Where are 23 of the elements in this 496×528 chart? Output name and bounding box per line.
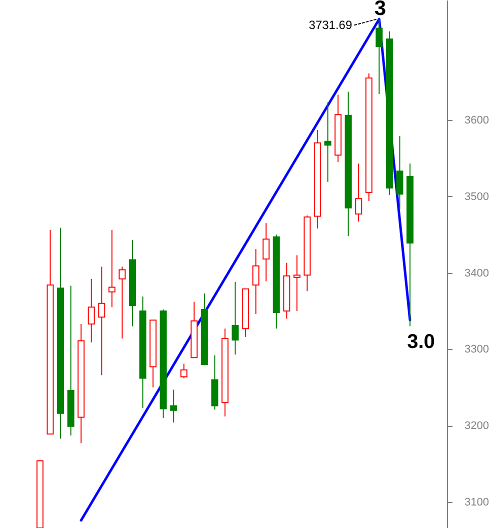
candlestick — [396, 136, 404, 210]
candlestick — [376, 18, 383, 94]
candlestick — [88, 278, 95, 343]
candlestick — [262, 222, 270, 282]
annotation: 3.0 — [407, 331, 435, 354]
candlestick — [170, 389, 178, 424]
y-tick-label: 3600 — [464, 114, 489, 126]
candlestick — [355, 163, 362, 222]
y-tick-label: 3300 — [464, 344, 489, 356]
y-tick-label: 3500 — [464, 190, 489, 203]
candlestick — [98, 266, 106, 376]
candlestick — [118, 266, 126, 339]
y-tick-label: 3400 — [464, 267, 489, 280]
candlestick — [293, 254, 300, 312]
annotation: 3731.69 — [308, 18, 352, 32]
candlestick — [252, 248, 260, 315]
candlestick — [324, 102, 332, 182]
y-tick-label: 3100 — [464, 496, 489, 509]
candlestick — [180, 363, 188, 379]
candlestick — [108, 229, 116, 308]
y-tick-label: 3200 — [464, 420, 489, 432]
annotation: 3 — [374, 0, 386, 20]
candlestick — [232, 281, 239, 356]
